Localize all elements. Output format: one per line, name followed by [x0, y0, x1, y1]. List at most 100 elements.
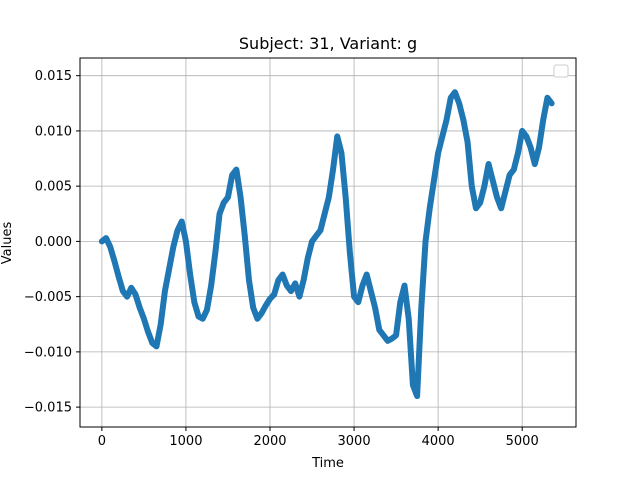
axes-frame — [79, 57, 577, 428]
series-point — [448, 95, 454, 101]
series-point — [326, 194, 332, 200]
y-tick-label: 0.005 — [35, 180, 72, 195]
y-tick-label: 0.000 — [35, 235, 72, 250]
series-point — [364, 272, 370, 278]
series-point — [229, 172, 235, 178]
series-point — [267, 296, 273, 302]
series-point — [355, 299, 361, 305]
series-layer — [98, 89, 555, 400]
series-point — [225, 194, 231, 200]
series-point — [473, 205, 479, 211]
series-point — [221, 200, 227, 206]
series-point — [124, 294, 130, 300]
series-point — [322, 211, 328, 217]
series-point — [532, 161, 538, 167]
series-point — [162, 288, 168, 294]
series-point — [212, 249, 218, 255]
series-point — [116, 274, 122, 280]
series-point — [406, 316, 412, 322]
series-point — [507, 172, 513, 178]
series-point — [120, 288, 126, 294]
series-point — [402, 283, 408, 289]
series-point — [502, 189, 508, 195]
series-point — [217, 211, 223, 217]
series-point — [175, 227, 181, 233]
series-point — [380, 332, 386, 338]
series-point — [515, 150, 521, 156]
series-point — [107, 244, 113, 250]
series-point — [439, 133, 445, 139]
series-point — [418, 305, 424, 311]
series-point — [288, 288, 294, 294]
series-point — [376, 327, 382, 333]
series-point — [238, 194, 244, 200]
series-point — [166, 266, 172, 272]
series-point — [275, 277, 281, 283]
series-point — [385, 338, 391, 344]
series-point — [200, 316, 206, 322]
series-point — [431, 178, 437, 184]
series-point — [347, 249, 353, 255]
series-point — [540, 117, 546, 123]
series-point — [254, 316, 260, 322]
series-point — [460, 117, 466, 123]
series-point — [292, 280, 298, 286]
series-point — [410, 382, 416, 388]
series-point — [490, 178, 496, 184]
x-tick-label: 0 — [98, 434, 106, 449]
plot-frame — [79, 57, 577, 428]
series-point — [284, 283, 290, 289]
series-point — [481, 183, 487, 189]
series-point — [263, 302, 269, 308]
series-point — [465, 139, 471, 145]
series-point — [528, 144, 534, 150]
series-point — [250, 305, 256, 311]
x-tick-label: 2000 — [253, 434, 286, 449]
series-point — [469, 183, 475, 189]
series-point — [132, 291, 138, 297]
series-point — [280, 272, 286, 278]
series-point — [544, 95, 550, 101]
series-point — [103, 235, 109, 241]
x-axis-label: Time — [311, 456, 344, 471]
series-point — [393, 332, 399, 338]
y-axis-label: Values — [0, 222, 15, 265]
series-point — [187, 272, 193, 278]
series-point — [242, 233, 248, 239]
y-tick-label: 0.015 — [35, 69, 72, 84]
series-line-0 — [98, 89, 555, 400]
series-point — [170, 244, 176, 250]
series-point — [233, 167, 239, 173]
series-point — [359, 283, 365, 289]
series-point — [208, 283, 214, 289]
y-tick-label: −0.015 — [24, 401, 72, 416]
chart-title: Subject: 31, Variant: g — [239, 34, 417, 53]
series-point — [486, 161, 492, 167]
x-tick-label: 1000 — [169, 434, 202, 449]
series-point — [137, 305, 143, 311]
series-point — [179, 219, 185, 225]
series-point — [549, 100, 555, 106]
series-point — [145, 329, 151, 335]
series-point — [456, 100, 462, 106]
series-point — [330, 167, 336, 173]
x-tick-label: 5000 — [506, 434, 539, 449]
series-point — [523, 133, 529, 139]
series-point — [305, 255, 311, 261]
series-point — [246, 277, 252, 283]
series-point — [498, 205, 504, 211]
series-point — [149, 340, 155, 346]
series-point — [477, 200, 483, 206]
y-tick-label: −0.005 — [24, 290, 72, 305]
series-point — [141, 316, 147, 322]
series-point — [444, 117, 450, 123]
series-point — [343, 194, 349, 200]
series-point — [511, 167, 517, 173]
series-point — [301, 277, 307, 283]
y-tick-label: 0.010 — [35, 124, 72, 139]
series-point — [196, 314, 202, 320]
series-point — [334, 133, 340, 139]
series-point — [372, 305, 378, 311]
series-point — [338, 150, 344, 156]
